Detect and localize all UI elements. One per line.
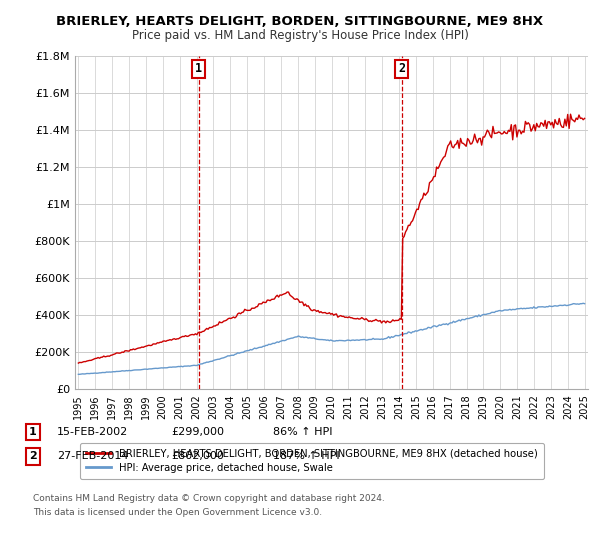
Text: 2: 2 <box>398 63 405 76</box>
Text: Price paid vs. HM Land Registry's House Price Index (HPI): Price paid vs. HM Land Registry's House … <box>131 29 469 42</box>
Text: 86% ↑ HPI: 86% ↑ HPI <box>273 427 332 437</box>
Text: £802,000: £802,000 <box>171 451 224 461</box>
Text: 27-FEB-2014: 27-FEB-2014 <box>57 451 128 461</box>
Text: BRIERLEY, HEARTS DELIGHT, BORDEN, SITTINGBOURNE, ME9 8HX: BRIERLEY, HEARTS DELIGHT, BORDEN, SITTIN… <box>56 15 544 27</box>
Text: This data is licensed under the Open Government Licence v3.0.: This data is licensed under the Open Gov… <box>33 508 322 517</box>
Text: Contains HM Land Registry data © Crown copyright and database right 2024.: Contains HM Land Registry data © Crown c… <box>33 494 385 503</box>
Text: 1: 1 <box>195 63 202 76</box>
Text: 2: 2 <box>29 451 37 461</box>
Text: 15-FEB-2002: 15-FEB-2002 <box>57 427 128 437</box>
Text: £299,000: £299,000 <box>171 427 224 437</box>
Text: 1: 1 <box>29 427 37 437</box>
Legend: BRIERLEY, HEARTS DELIGHT, BORDEN, SITTINGBOURNE, ME9 8HX (detached house), HPI: : BRIERLEY, HEARTS DELIGHT, BORDEN, SITTIN… <box>80 442 544 478</box>
Text: 187% ↑ HPI: 187% ↑ HPI <box>273 451 340 461</box>
